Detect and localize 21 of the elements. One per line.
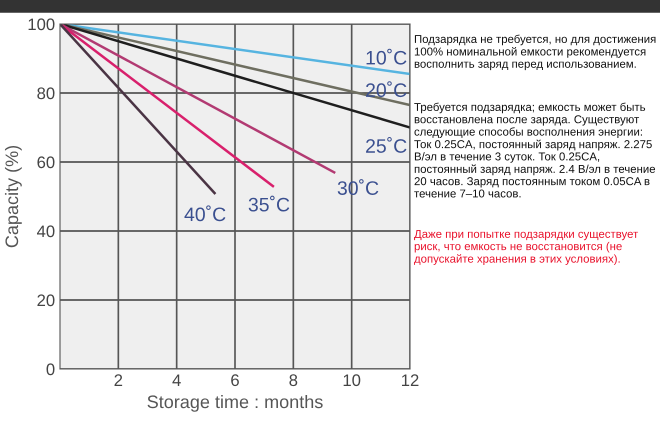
series-label: 40˚C bbox=[184, 205, 226, 222]
y-tick-label: 0 bbox=[46, 363, 54, 376]
x-axis-title: Storage time : months bbox=[148, 394, 323, 412]
x-tick-label: 12 bbox=[402, 374, 418, 386]
y-tick-label: 80 bbox=[37, 87, 54, 100]
y-tick-label: 100 bbox=[28, 18, 54, 30]
y-tick-label: 60 bbox=[37, 156, 54, 168]
series-label: 10˚C bbox=[366, 48, 406, 65]
y-tick-label: 40 bbox=[36, 225, 54, 238]
series-label: 35˚C bbox=[248, 196, 290, 212]
x-tick-label: 8 bbox=[289, 374, 298, 386]
text: Требуется подзарядка; емкость может быть восстановлена после заряда. Существуют следующие способы восполнения энергии: Ток 0.25CA, постоянный заряд напряж. 2.275 В/эл в течение 3 суток. Ток 0.25CA, постоянный заряд напряж. 2.4 В/эл в течение 20 часов. Заряд постоянным током 0.05CA в течение 7–10 часов. bbox=[414, 102, 656, 198]
x-tick-label: 10 bbox=[344, 374, 360, 386]
x-tick-label: 6 bbox=[231, 374, 239, 386]
series-label: 25˚C bbox=[366, 137, 406, 153]
y-tick-label: 20 bbox=[37, 294, 54, 306]
text: Подзарядка не требуется, но для достижения 100% номинальной емкости рекомендуется восполнить заряд перед использованием. bbox=[414, 34, 656, 70]
x-tick-label: 4 bbox=[172, 374, 181, 386]
text: Даже при попытке подзарядки существует риск, что емкость не восстановится (не допускайте хранения в этих условиях). bbox=[414, 230, 638, 265]
y-axis-title: Capacity (%) bbox=[4, 146, 22, 248]
x-tick-label: 2 bbox=[114, 374, 122, 386]
